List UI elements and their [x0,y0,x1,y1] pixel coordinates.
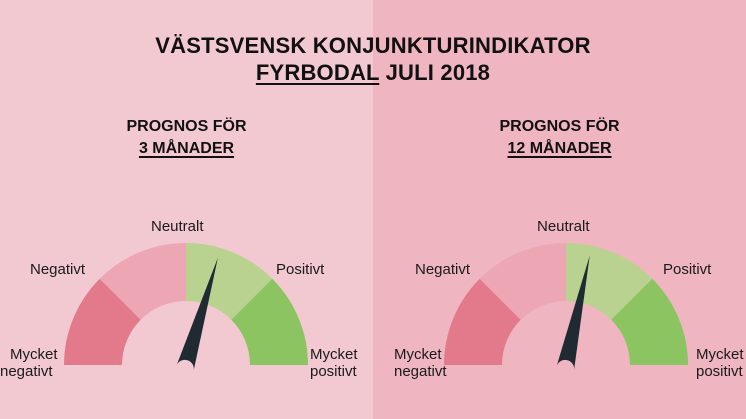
segment-negative [99,243,186,320]
title-period: JULI 2018 [385,60,491,85]
label-very-negative: Mycket negativt [0,346,58,380]
label-very-positive: Mycket positivt [696,346,744,380]
gauge-heading: PROGNOS FÖR 12 MÅNADER [373,116,746,160]
label-very-negative-line-2: negativt [0,363,53,380]
segment-very-negative [444,278,521,365]
gauge-panel-3-months: PROGNOS FÖR 3 MÅNADER Mycket negativt Ne… [0,116,373,380]
label-very-negative: Mycket negativt [394,346,447,380]
label-positive: Positivt [663,261,712,278]
gauge-needle [556,255,590,371]
title-region: FYRBODAL [255,60,380,85]
label-very-negative-line-2: negativt [394,363,447,380]
label-very-positive-line-1: Mycket [696,346,744,363]
gauge-needle [176,257,218,372]
gauge-heading: PROGNOS FÖR 3 MÅNADER [0,116,373,160]
label-neutral: Neutralt [151,218,204,235]
gauge-dial [444,242,688,371]
segment-very-negative [64,278,141,365]
label-very-positive: Mycket positivt [310,346,358,380]
label-very-positive-line-1: Mycket [310,346,358,363]
label-positive: Positivt [276,261,325,278]
segment-negative [479,242,566,320]
page-title: VÄSTSVENSK KONJUNKTURINDIKATOR FYRBODAL … [0,32,746,86]
label-very-negative-line-1: Mycket [394,346,442,363]
segment-neutral [566,243,653,320]
title-line-1: VÄSTSVENSK KONJUNKTURINDIKATOR [155,33,591,58]
segment-positive [231,278,308,365]
label-very-positive-line-2: positivt [310,363,357,380]
label-very-negative-line-1: Mycket [10,346,58,363]
title-line-2: FYRBODAL JULI 2018 [0,59,746,86]
label-neutral: Neutralt [537,218,590,235]
label-very-positive-line-2: positivt [696,363,743,380]
gauge-heading-line-2: 12 MÅNADER [507,140,612,157]
gauge-panel-12-months: PROGNOS FÖR 12 MÅNADER Mycket negativt N… [373,0,746,419]
gauge-heading-line-1: PROGNOS FÖR [126,118,247,135]
label-negative: Negativt [30,261,86,278]
gauge-heading-line-1: PROGNOS FÖR [499,118,620,135]
gauge-heading-line-2: 3 MÅNADER [138,140,235,157]
gauge-dial [64,243,308,372]
segment-positive [611,278,688,365]
label-negative: Negativt [415,261,471,278]
